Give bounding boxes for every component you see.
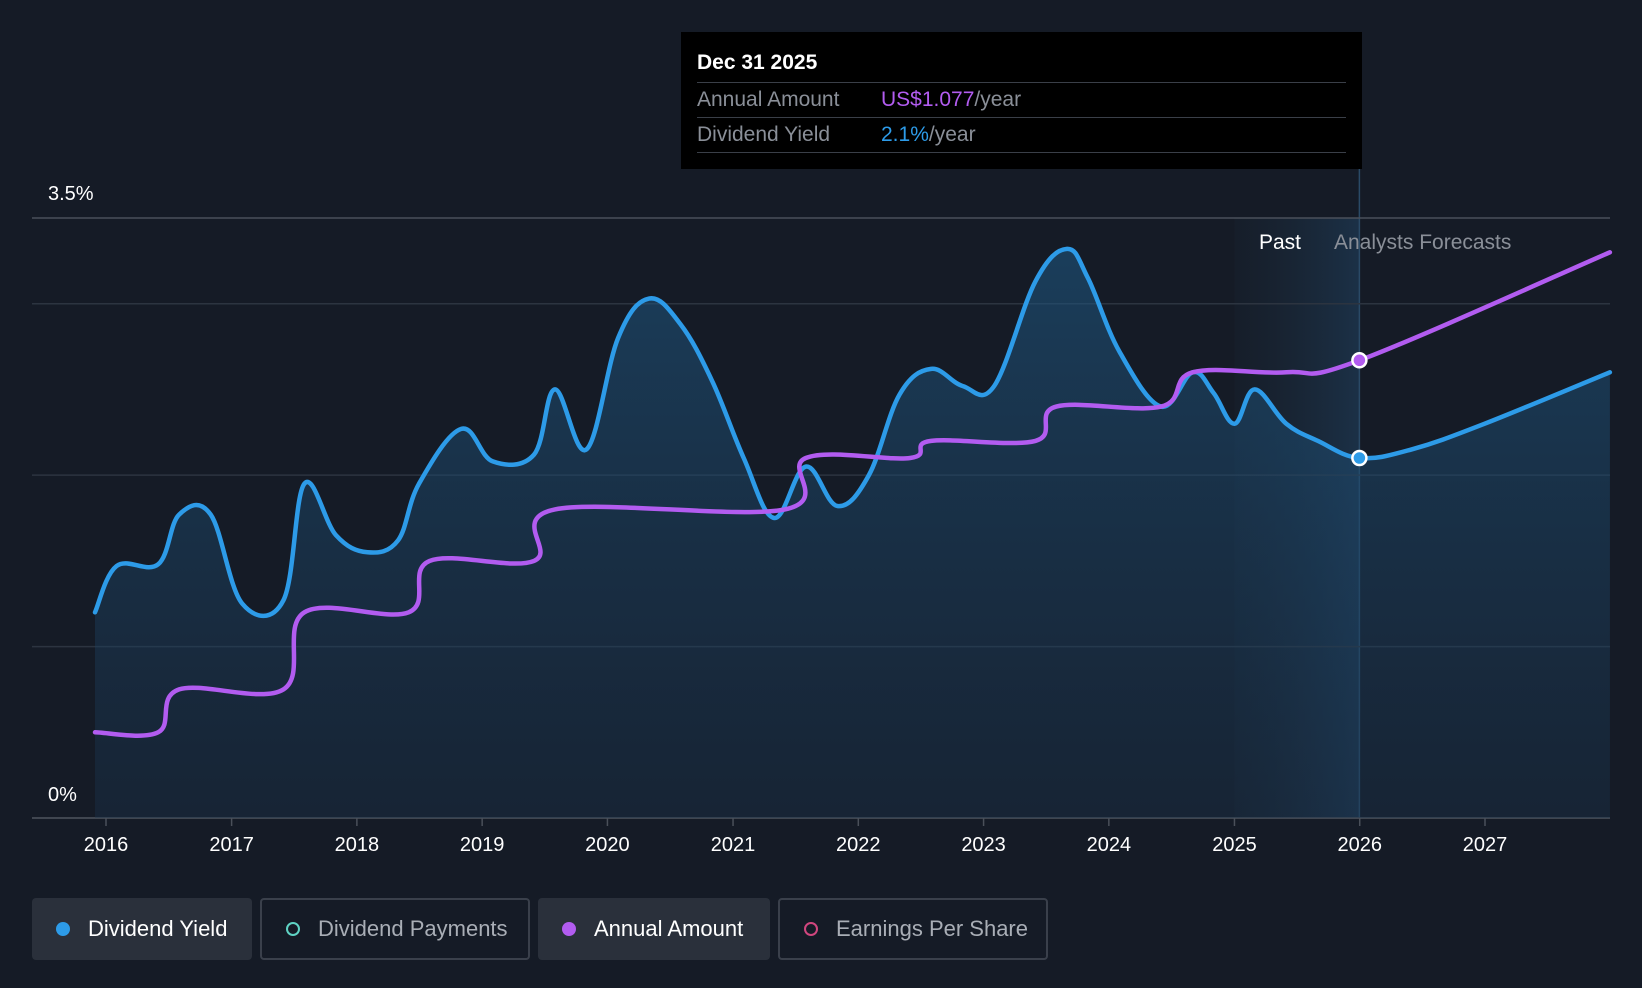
- yield-area: [95, 248, 1610, 818]
- tooltip: Dec 31 2025 Annual Amount US$1.077 /year…: [681, 32, 1362, 169]
- x-tick-label: 2019: [460, 834, 505, 856]
- x-tick-label: 2026: [1337, 834, 1382, 856]
- legend-dividend-yield[interactable]: Dividend Yield: [32, 898, 252, 960]
- legend-label: Dividend Payments: [318, 916, 508, 941]
- legend-dot-icon: [56, 922, 70, 936]
- tooltip-unit: /year: [974, 88, 1022, 111]
- y-tick-label: 3.5%: [48, 183, 94, 205]
- x-tick-label: 2027: [1463, 834, 1508, 856]
- x-tick-label: 2021: [711, 834, 756, 856]
- dividend-yield-line: [92, 246, 1613, 619]
- x-tick-label: 2022: [836, 834, 881, 856]
- legend-label: Annual Amount: [594, 916, 744, 941]
- x-tick-label: 2025: [1212, 834, 1257, 856]
- dividend-yield-marker: [1351, 449, 1368, 467]
- x-tick-label: 2018: [335, 834, 380, 856]
- tooltip-row-dividend-yield: Dividend Yield 2.1% /year: [697, 118, 1346, 153]
- legend-ring-icon: [804, 922, 818, 936]
- x-tick-label: 2023: [961, 834, 1006, 856]
- tooltip-unit: /year: [928, 123, 976, 146]
- forecast-label: Analysts Forecasts: [1334, 231, 1511, 254]
- tooltip-value: US$1.077: [881, 88, 975, 111]
- legend-dot-icon: [562, 922, 576, 936]
- x-tick-label: 2024: [1087, 834, 1132, 856]
- past-label: Past: [1259, 231, 1301, 254]
- legend-label: Dividend Yield: [88, 916, 228, 941]
- legend-ring-icon: [286, 922, 300, 936]
- legend-earnings-per-share[interactable]: Earnings Per Share: [778, 898, 1048, 960]
- tooltip-date: Dec 31 2025: [697, 48, 1346, 83]
- y-tick-label: 0%: [48, 784, 77, 806]
- tooltip-label: Annual Amount: [697, 88, 840, 111]
- tooltip-label: Dividend Yield: [697, 123, 831, 146]
- tooltip-value: 2.1%: [881, 123, 929, 146]
- x-tick-label: 2020: [585, 834, 630, 856]
- x-tick-label: 2016: [84, 834, 129, 856]
- annual-amount-marker: [1351, 352, 1368, 369]
- x-tick-label: 2017: [209, 834, 254, 856]
- legend-annual-amount[interactable]: Annual Amount: [538, 898, 770, 960]
- tooltip-row-annual-amount: Annual Amount US$1.077 /year: [697, 83, 1346, 118]
- legend-dividend-payments[interactable]: Dividend Payments: [260, 898, 530, 960]
- annual-amount-line: [92, 250, 1613, 738]
- legend-label: Earnings Per Share: [836, 916, 1028, 941]
